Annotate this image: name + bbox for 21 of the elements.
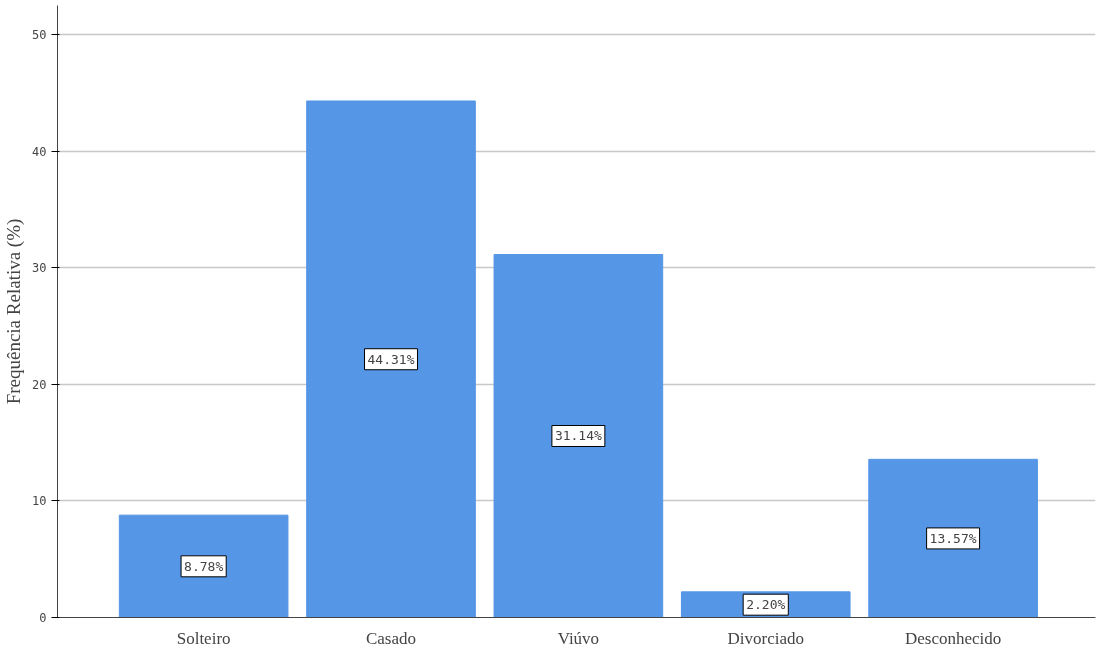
x-tick-label: Solteiro [176,628,231,648]
x-tick-label: Desconhecido [904,628,1002,648]
bar [118,514,289,618]
y-tick-label: 10 [32,494,47,509]
x-tick-label: Casado [365,628,417,648]
bar [868,458,1038,618]
data-label: 31.14% [554,428,603,444]
x-tick-label: Divorciado [727,628,804,648]
data-label: 8.78% [184,558,224,574]
y-tick-label: 40 [32,144,47,159]
data-label: 2.20% [746,597,786,613]
y-tick-label: 30 [32,261,47,276]
x-tick-label: Viúvo [557,628,600,648]
data-label: 44.31% [367,351,415,367]
y-axis-title: Frequência Relativa (%) [3,218,26,405]
bar [306,100,476,618]
y-tick-label: 0 [39,611,47,625]
y-tick-label: 50 [32,28,47,43]
y-tick-label: 20 [32,377,47,392]
bar [493,254,664,618]
data-label: 13.57% [929,530,977,546]
